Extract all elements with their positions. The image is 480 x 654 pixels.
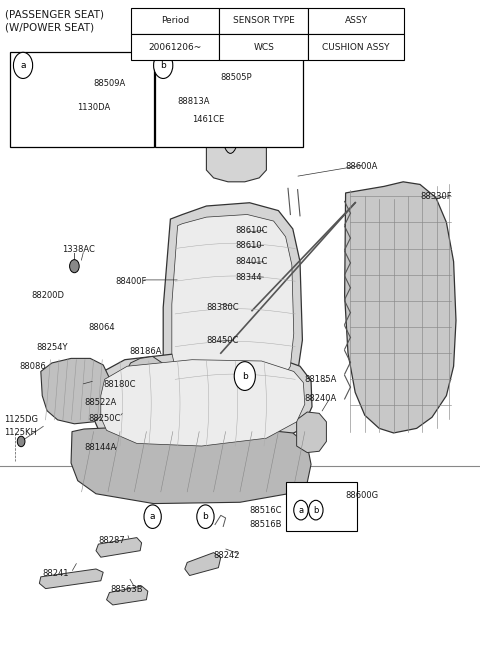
Text: 88400F: 88400F [115,277,146,286]
Circle shape [70,260,79,273]
Polygon shape [172,215,294,396]
Text: Period: Period [161,16,189,26]
Text: (W/POWER SEAT): (W/POWER SEAT) [5,23,94,33]
Text: 88180C: 88180C [103,380,136,389]
Circle shape [75,114,88,131]
Polygon shape [206,119,266,182]
Bar [131,8,219,34]
Text: 88344: 88344 [235,273,262,282]
Bar [131,34,219,60]
Bar [286,482,357,531]
Polygon shape [181,95,201,126]
Text: a: a [150,512,156,521]
Text: 20061206~: 20061206~ [148,43,202,52]
Text: 1130DA: 1130DA [77,103,110,112]
Text: CUSHION ASSY: CUSHION ASSY [323,43,390,52]
Ellipse shape [221,98,240,154]
Text: 88610C: 88610C [235,226,268,235]
Text: a: a [20,61,26,70]
Text: 88242: 88242 [214,551,240,560]
Circle shape [309,500,323,520]
Text: 88254Y: 88254Y [36,343,68,353]
Bar [219,34,308,60]
Text: SENSOR TYPE: SENSOR TYPE [233,16,295,26]
Circle shape [234,362,255,390]
Polygon shape [107,586,148,605]
Circle shape [294,500,308,520]
Text: 88600A: 88600A [346,162,378,171]
Text: 88522A: 88522A [84,398,116,407]
Text: 88380C: 88380C [206,303,239,312]
Text: 1125KH: 1125KH [4,428,36,438]
Text: 88516B: 88516B [250,520,282,529]
Circle shape [17,436,25,447]
Circle shape [197,505,214,528]
Text: 88064: 88064 [89,322,115,332]
Text: 88509A: 88509A [94,79,126,88]
Text: 88505P: 88505P [221,73,252,82]
Bar [10,52,154,147]
Text: 88563B: 88563B [110,585,143,594]
Polygon shape [127,356,166,398]
Text: 88250C: 88250C [89,414,121,423]
Circle shape [154,52,173,78]
Polygon shape [163,203,302,409]
Text: 88287: 88287 [98,536,125,545]
Text: 88240A: 88240A [305,394,337,404]
Text: 88241: 88241 [42,569,69,578]
Text: 88610: 88610 [235,241,262,250]
Polygon shape [41,358,109,424]
Polygon shape [345,182,456,433]
Polygon shape [101,360,305,446]
Text: 88086: 88086 [19,362,46,371]
Text: WCS: WCS [253,43,274,52]
Polygon shape [297,412,326,453]
Polygon shape [71,426,311,504]
Text: (PASSENGER SEAT): (PASSENGER SEAT) [5,10,104,20]
Text: 88813A: 88813A [178,97,210,106]
Text: 88600G: 88600G [346,491,379,500]
Text: 1125DG: 1125DG [4,415,38,424]
Bar [308,8,404,34]
Bar [219,8,308,34]
Text: b: b [160,61,166,70]
Bar [308,34,404,60]
Text: 1461CE: 1461CE [192,114,224,124]
Text: 88450C: 88450C [206,336,239,345]
Circle shape [144,505,161,528]
Text: 88185A: 88185A [305,375,337,384]
Text: 1338AC: 1338AC [62,245,95,254]
Text: b: b [242,371,248,381]
Text: 88330F: 88330F [420,192,452,201]
Polygon shape [94,352,312,455]
Text: 88144A: 88144A [84,443,116,453]
Text: 88200D: 88200D [31,291,64,300]
Text: 88401C: 88401C [235,257,267,266]
Text: 88186A: 88186A [130,347,162,356]
Text: ASSY: ASSY [345,16,368,26]
Text: b: b [313,506,319,515]
Polygon shape [96,538,142,557]
Polygon shape [185,553,221,576]
Circle shape [13,52,33,78]
Bar [155,52,303,147]
Polygon shape [39,569,103,589]
Text: 88516C: 88516C [250,506,282,515]
Text: b: b [203,512,208,521]
Text: a: a [299,506,303,515]
Polygon shape [24,97,139,114]
